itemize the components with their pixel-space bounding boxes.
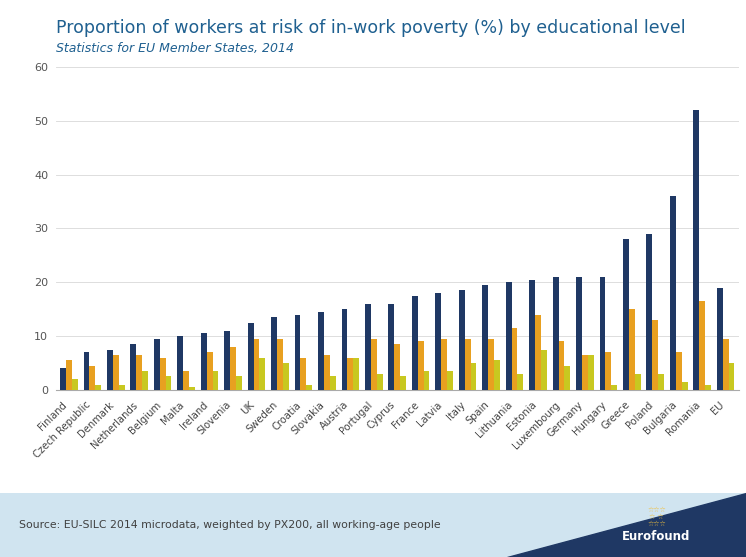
Bar (565, 365, 570, 390)
Bar (90, 365, 95, 390)
Bar (541, 350, 547, 390)
Bar (652, 320, 658, 390)
Bar (471, 363, 477, 390)
Bar (377, 374, 383, 390)
Bar (389, 304, 395, 390)
Bar (576, 277, 582, 390)
Bar (418, 341, 424, 390)
Bar (629, 309, 635, 390)
Text: Proportion of workers at risk of in-work poverty (%) by educational level: Proportion of workers at risk of in-work… (56, 19, 686, 37)
Bar (676, 352, 682, 390)
Bar (142, 371, 148, 390)
Bar (84, 352, 90, 390)
Bar (107, 350, 113, 390)
Bar (611, 384, 617, 390)
Bar (412, 296, 418, 390)
Bar (119, 384, 125, 390)
Bar (459, 290, 465, 390)
Bar (395, 344, 400, 390)
Bar (494, 360, 500, 390)
Bar (271, 317, 277, 390)
Bar (318, 312, 324, 390)
Bar (693, 110, 699, 390)
Bar (154, 339, 160, 390)
Bar (553, 277, 559, 390)
Bar (342, 309, 348, 390)
Bar (301, 358, 307, 390)
Bar (670, 196, 676, 390)
Bar (184, 371, 189, 390)
Bar (324, 355, 330, 390)
Bar (600, 277, 606, 390)
Bar (248, 323, 254, 390)
Bar (60, 368, 66, 390)
Bar (277, 339, 283, 390)
Polygon shape (507, 493, 746, 557)
Bar (330, 377, 336, 390)
Bar (72, 379, 78, 390)
Bar (178, 336, 184, 390)
Bar (424, 371, 430, 390)
Bar (723, 339, 729, 390)
Bar (354, 358, 359, 390)
Bar (582, 355, 588, 390)
Bar (606, 352, 611, 390)
Bar (307, 384, 313, 390)
Bar (529, 280, 535, 390)
Bar (207, 352, 213, 390)
Bar (559, 341, 565, 390)
Text: Source: EU-SILC 2014 microdata, weighted by PX200, all working-age people: Source: EU-SILC 2014 microdata, weighted… (19, 520, 440, 530)
Bar (729, 363, 734, 390)
Bar (254, 339, 260, 390)
Bar (717, 287, 723, 390)
Bar (635, 374, 641, 390)
Bar (213, 371, 219, 390)
Bar (295, 315, 301, 390)
Bar (465, 339, 471, 390)
Bar (131, 344, 137, 390)
Bar (506, 282, 512, 390)
Bar (447, 371, 453, 390)
Bar (348, 358, 354, 390)
Bar (658, 374, 664, 390)
Bar (260, 358, 266, 390)
Bar (166, 377, 172, 390)
Bar (201, 333, 207, 390)
Bar (705, 384, 711, 390)
Bar (230, 347, 236, 390)
Bar (137, 355, 142, 390)
Bar (436, 293, 441, 390)
Bar (160, 358, 166, 390)
Bar (488, 339, 494, 390)
Bar (441, 339, 447, 390)
Bar (189, 387, 195, 390)
Bar (482, 285, 488, 390)
Bar (95, 384, 101, 390)
Text: Eurofound: Eurofound (622, 530, 691, 543)
Bar (512, 328, 518, 390)
Bar (682, 382, 688, 390)
Bar (588, 355, 594, 390)
Bar (535, 315, 541, 390)
Bar (647, 234, 652, 390)
Bar (518, 374, 524, 390)
Text: ☆☆☆
☆ ☆
☆☆☆: ☆☆☆ ☆ ☆ ☆☆☆ (647, 507, 666, 527)
Bar (283, 363, 289, 390)
Bar (66, 360, 72, 390)
Bar (113, 355, 119, 390)
Bar (236, 377, 242, 390)
Bar (623, 239, 629, 390)
Bar (699, 301, 705, 390)
Legend: Primary, Secondary, Tertiary: Primary, Secondary, Tertiary (206, 548, 479, 557)
Bar (371, 339, 377, 390)
Bar (365, 304, 371, 390)
Bar (400, 377, 406, 390)
Text: Statistics for EU Member States, 2014: Statistics for EU Member States, 2014 (56, 42, 294, 55)
Bar (225, 331, 230, 390)
